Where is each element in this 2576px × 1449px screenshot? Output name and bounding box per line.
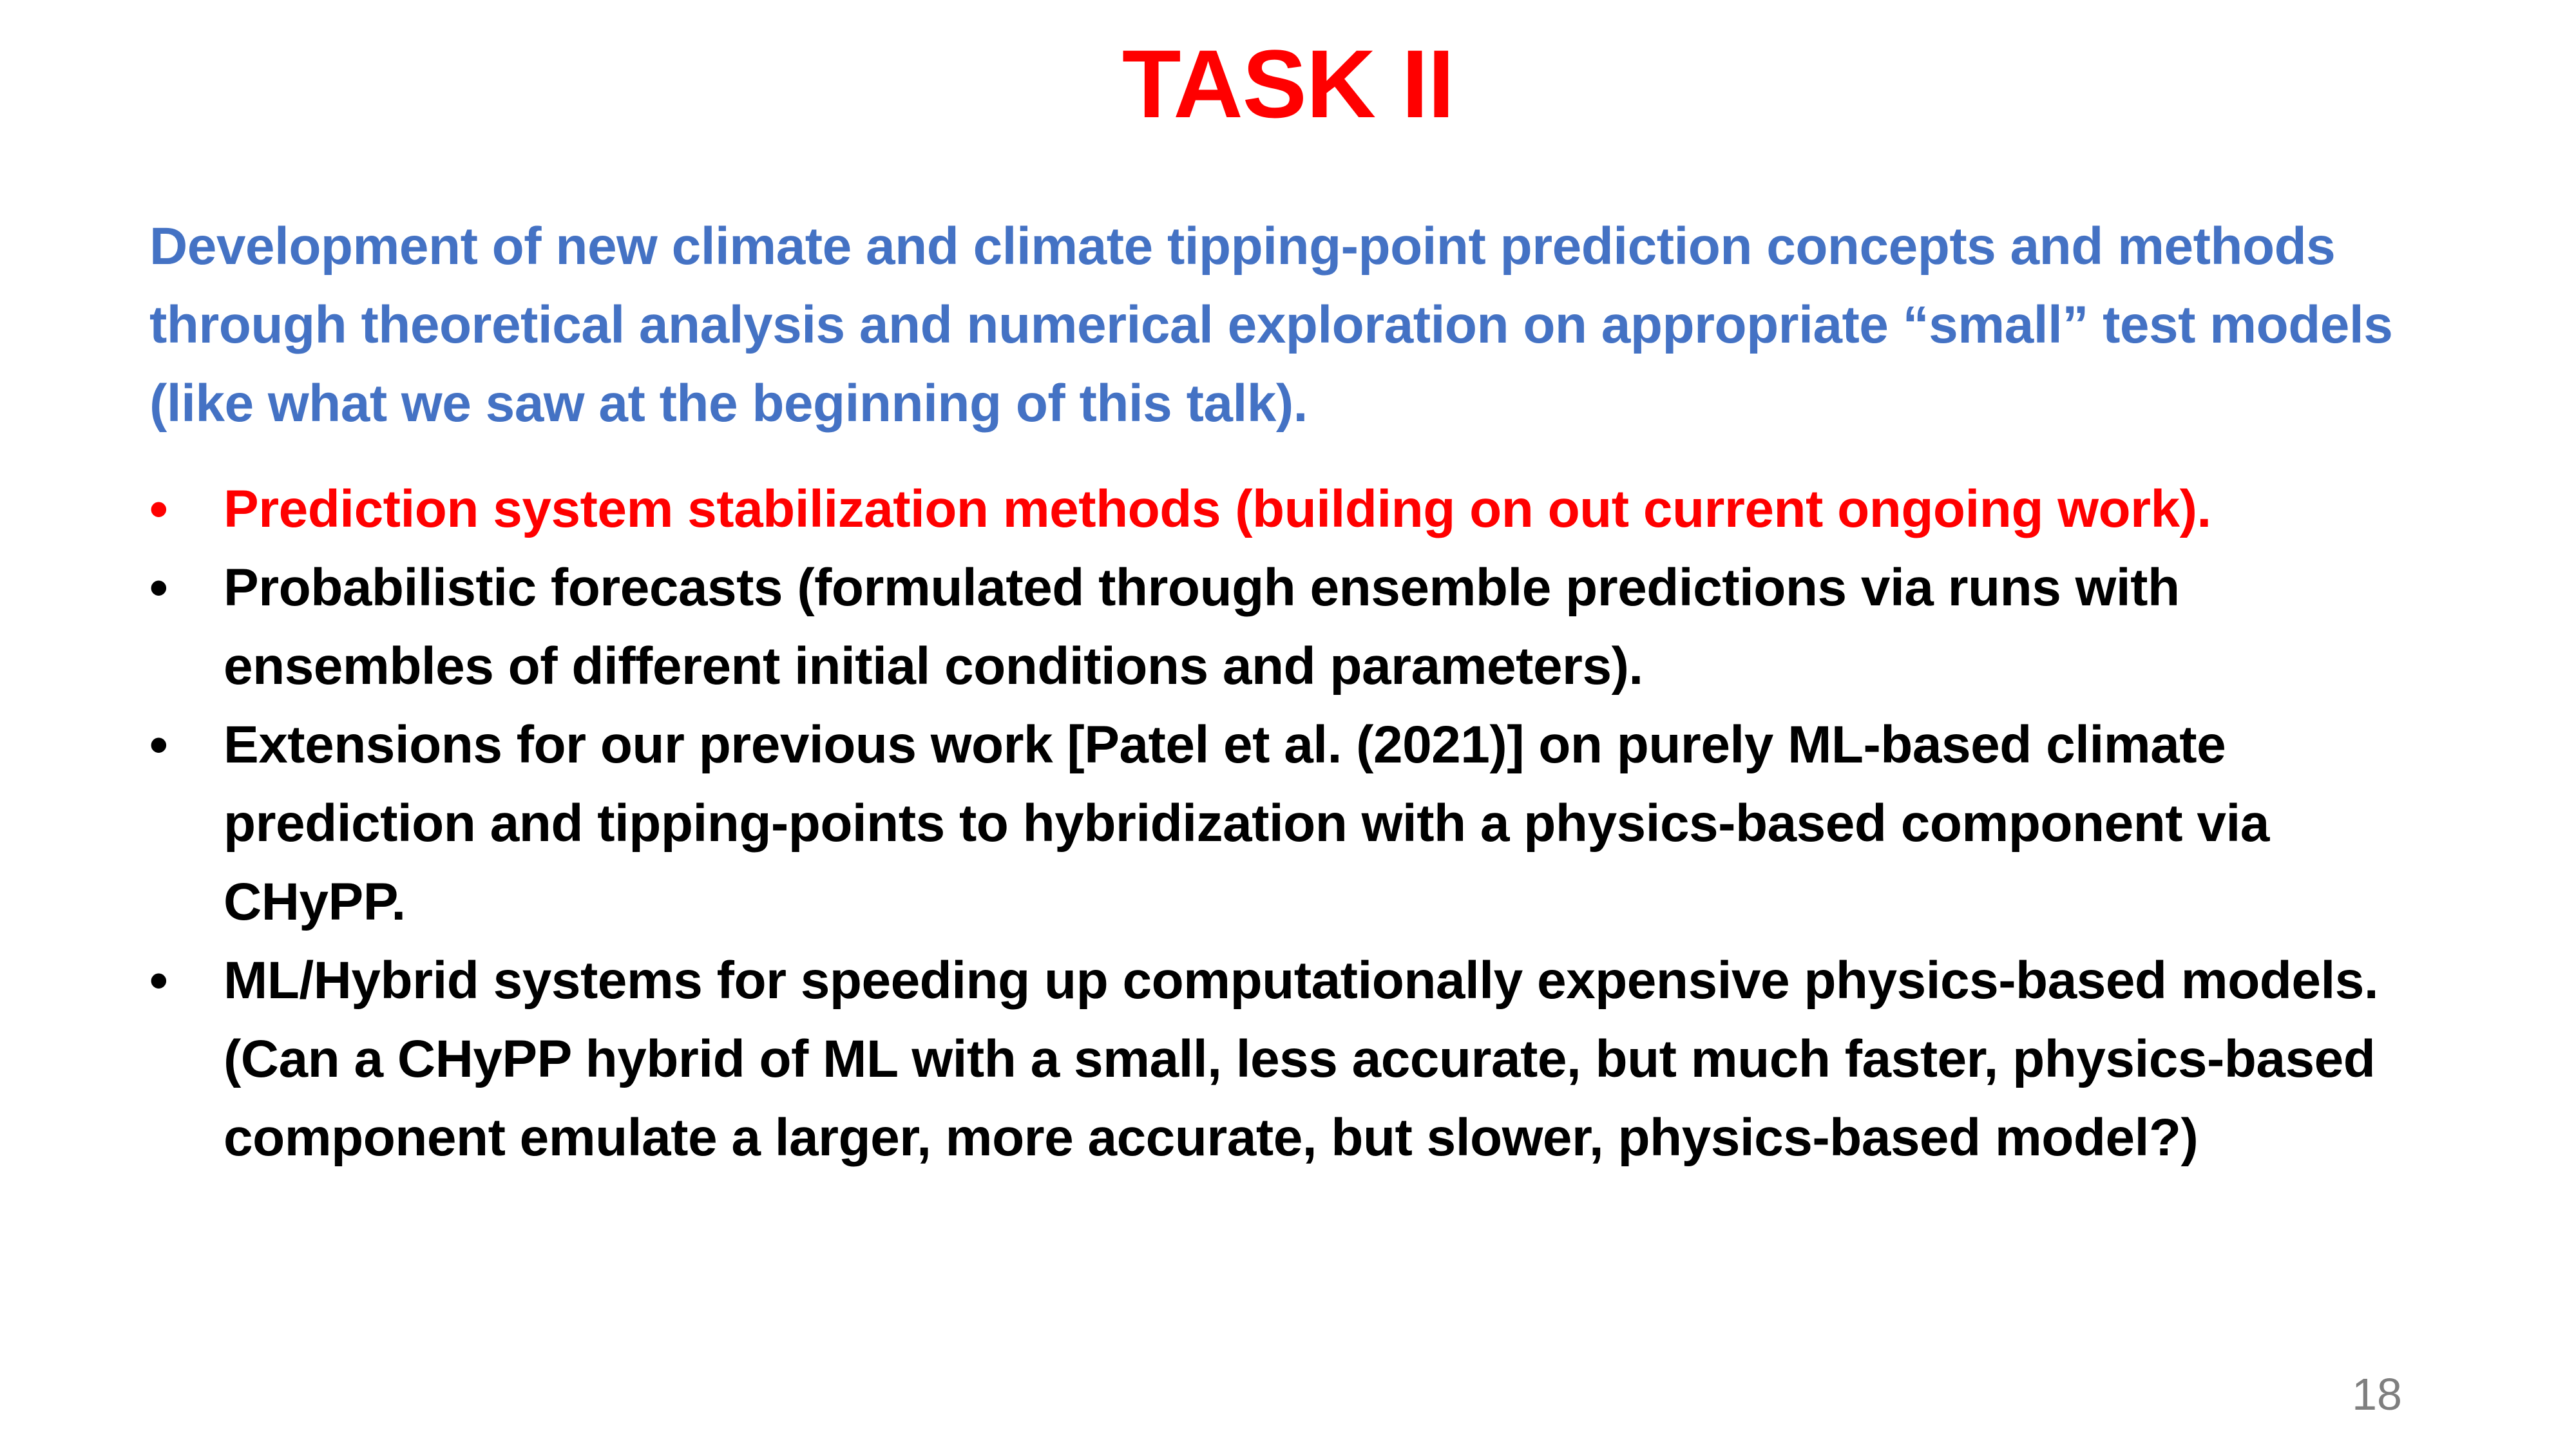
task-description: Development of new climate and climate t…: [149, 217, 2393, 433]
bullet-text: Extensions for our previous work [Patel …: [224, 715, 2269, 931]
bullet-list: • Prediction system stabilization method…: [149, 470, 2443, 1177]
bullet-item: • Probabilistic forecasts (formulated th…: [149, 549, 2443, 706]
bullet-item: • ML/Hybrid systems for speeding up comp…: [149, 942, 2443, 1177]
bullet-icon: •: [149, 558, 168, 617]
bullet-text: Probabilistic forecasts (formulated thro…: [224, 558, 2180, 696]
page-number: 18: [2352, 1369, 2402, 1419]
bullet-icon: •: [149, 951, 168, 1010]
bullet-text: ML/Hybrid systems for speeding up comput…: [224, 951, 2379, 1167]
bullet-item: • Prediction system stabilization method…: [149, 470, 2443, 549]
bullet-icon: •: [149, 480, 168, 538]
bullet-text: Prediction system stabilization methods …: [224, 480, 2211, 538]
bullet-item: • Extensions for our previous work [Pate…: [149, 706, 2443, 942]
bullet-icon: •: [149, 715, 168, 774]
slide-title: TASK II: [1121, 30, 1455, 138]
